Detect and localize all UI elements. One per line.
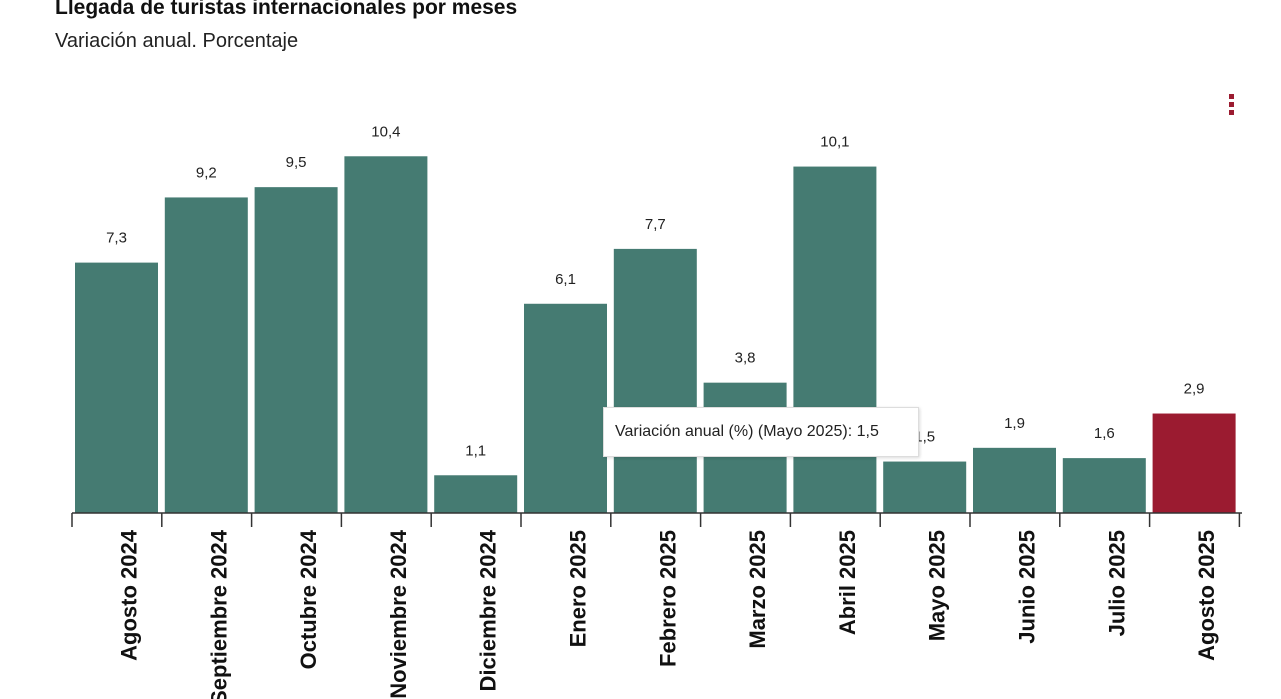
bar[interactable]	[883, 461, 967, 513]
data-label: 1,1	[465, 442, 486, 459]
x-tick-label: Agosto 2024	[117, 529, 142, 661]
data-label: 6,1	[555, 271, 576, 288]
bar[interactable]	[613, 248, 697, 513]
bar[interactable]	[1062, 458, 1146, 513]
bar[interactable]	[524, 303, 607, 513]
x-tick-label: Noviembre 2024	[386, 529, 411, 699]
chart-subtitle: Variación anual. Porcentaje	[55, 30, 299, 52]
data-label: 10,1	[820, 134, 849, 151]
x-tick-label: Marzo 2025	[745, 530, 770, 649]
data-label: 1,6	[1094, 425, 1115, 442]
bar[interactable]	[164, 197, 248, 513]
data-label: 10,4	[371, 123, 400, 140]
x-tick-label: Octubre 2024	[296, 529, 321, 669]
data-label: 1,5	[914, 429, 935, 446]
bar[interactable]	[344, 156, 428, 513]
x-tick-label: Diciembre 2024	[476, 529, 501, 691]
data-label: 3,8	[735, 350, 756, 367]
bar[interactable]	[254, 187, 338, 513]
data-label: 1,9	[1004, 415, 1025, 432]
data-label: 7,3	[106, 230, 127, 247]
x-tick-label: Enero 2025	[566, 530, 591, 647]
x-tick-label: Agosto 2025	[1194, 530, 1219, 661]
x-tick-label: Septiembre 2024	[206, 529, 231, 699]
data-label: 9,2	[196, 164, 217, 181]
tooltip: Variación anual (%) (Mayo 2025): 1,5	[603, 407, 919, 457]
chart-title: Llegada de turistas internacionales por …	[55, 0, 518, 19]
data-label: 2,9	[1184, 381, 1205, 398]
x-tick-label: Abril 2025	[835, 530, 860, 635]
data-label: 9,5	[286, 154, 307, 171]
x-tick-label: Julio 2025	[1104, 530, 1129, 636]
bar[interactable]	[434, 475, 518, 513]
bar[interactable]	[973, 447, 1056, 513]
bar[interactable]	[75, 262, 158, 513]
x-tick-label: Junio 2025	[1015, 530, 1040, 644]
x-tick-label: Mayo 2025	[925, 530, 950, 641]
bar[interactable]	[1152, 413, 1236, 513]
x-tick-label: Febrero 2025	[655, 530, 680, 667]
kebab-menu-icon[interactable]	[1226, 94, 1236, 120]
data-label: 7,7	[645, 216, 666, 233]
bar[interactable]	[793, 166, 877, 513]
